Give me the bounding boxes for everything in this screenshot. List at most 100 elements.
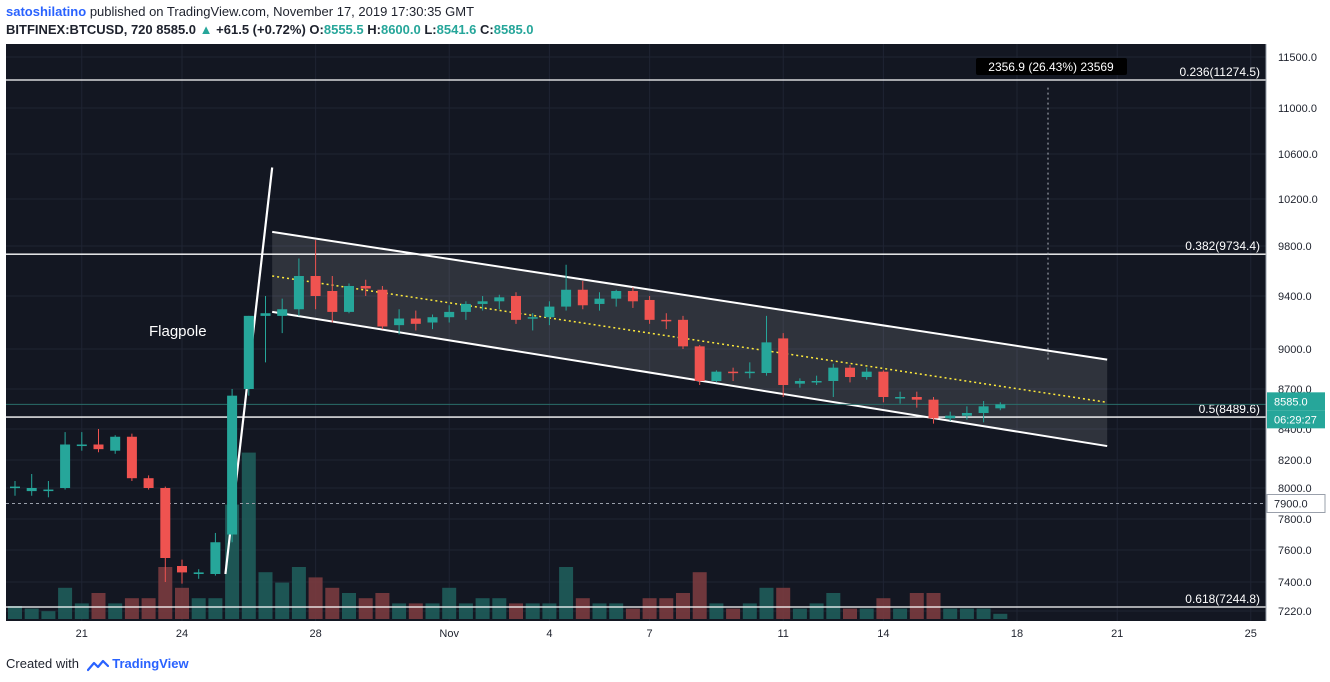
volume-bar <box>943 608 958 619</box>
last-price: 8585.0 <box>156 22 197 37</box>
volume-bar <box>676 593 690 619</box>
publish-line: satoshilatino published on TradingView.c… <box>6 4 474 19</box>
candle-body <box>845 367 855 377</box>
low-label: L: <box>424 22 437 37</box>
candle-body <box>895 397 906 399</box>
volume-bar <box>141 598 156 619</box>
volume-bar <box>559 567 574 619</box>
volume-bar <box>275 582 290 619</box>
volume-bar <box>926 593 941 619</box>
candle-body <box>327 291 338 312</box>
volume-bar <box>893 608 908 619</box>
volume-bar <box>759 587 774 619</box>
candle-body <box>494 297 505 302</box>
y-tick-label: 9000.0 <box>1278 344 1312 356</box>
volume-bar <box>659 598 674 619</box>
x-tick-label: 21 <box>1111 628 1123 640</box>
tradingview-logo-icon <box>86 659 109 671</box>
candle-body <box>945 415 956 419</box>
countdown-badge-bg <box>1267 410 1325 429</box>
x-tick-label: 28 <box>309 628 321 640</box>
candle-body <box>995 404 1006 409</box>
volume-bar <box>408 603 423 619</box>
candle-body <box>527 317 538 319</box>
x-tick-label: 25 <box>1245 628 1257 640</box>
candle-body <box>961 413 972 416</box>
open-value: 8555.5 <box>323 22 364 37</box>
candle-body <box>577 289 588 306</box>
author-link[interactable]: satoshilatino <box>6 4 87 19</box>
volume-bar <box>492 598 507 619</box>
volume-bar <box>525 603 540 619</box>
candle-body <box>60 444 71 488</box>
y-tick-label: 7800.0 <box>1278 514 1312 526</box>
candle-body <box>644 299 655 320</box>
published-text: published on TradingView.com, November 1… <box>89 4 475 19</box>
candle-body <box>711 371 722 381</box>
volume-bar <box>776 587 791 619</box>
volume-bar <box>959 608 974 619</box>
volume-bar <box>442 587 457 619</box>
candle-body <box>627 291 638 302</box>
candle-body <box>160 488 171 558</box>
price-axis-background <box>1266 44 1330 621</box>
candle-body <box>277 309 288 316</box>
x-tick-label: Nov <box>439 628 459 640</box>
candle-body <box>394 318 405 326</box>
candle-body <box>878 371 889 397</box>
fib-label: 0.5(8489.6) <box>1199 402 1260 416</box>
y-tick-label: 9400.0 <box>1278 291 1312 303</box>
x-tick-label: 7 <box>647 628 653 640</box>
y-tick-label: 7600.0 <box>1278 545 1312 557</box>
measure-box <box>976 58 1127 75</box>
candle-body <box>611 291 622 299</box>
x-tick-label: 24 <box>176 628 188 640</box>
up-arrow-icon: ▲ <box>199 22 213 37</box>
candle-body <box>110 436 121 451</box>
candle-body <box>344 286 354 312</box>
candle-body <box>43 489 54 492</box>
price-chart[interactable]: 0.236(11274.5) 0.382(9734.4) 0.5(8489.6) 0.… <box>0 44 1330 652</box>
candle-body <box>978 406 989 413</box>
volume-bar <box>425 603 440 619</box>
y-tick-label: 10600.0 <box>1278 149 1318 161</box>
high-label: H: <box>367 22 381 37</box>
volume-bar <box>792 608 807 619</box>
candle-body <box>694 346 705 381</box>
flagpole-label: Flagpole <box>149 323 207 340</box>
y-tick-label: 9800.0 <box>1278 241 1312 253</box>
volume-bar <box>609 603 624 619</box>
volume-bar <box>41 611 56 619</box>
volume-bar <box>726 608 741 619</box>
candle-body <box>811 381 822 383</box>
created-with-text: Created with <box>6 656 79 671</box>
candle-body <box>26 488 37 492</box>
candle-body <box>177 566 187 573</box>
candle-body <box>661 319 672 322</box>
close-label: C: <box>480 22 494 37</box>
volume-bar <box>124 598 139 619</box>
candle-body <box>460 303 471 312</box>
candle-body <box>377 289 388 327</box>
volume-bar <box>74 603 89 619</box>
y-tick-label: 8200.0 <box>1278 455 1312 467</box>
x-tick-label: 21 <box>76 628 88 640</box>
crosshair-badge-bg <box>1267 494 1325 513</box>
time-axis-background <box>6 621 1266 647</box>
volume-bar <box>475 598 490 619</box>
tradingview-link[interactable]: TradingView <box>112 656 189 671</box>
volume-bar <box>358 598 373 619</box>
volume-bar <box>742 603 757 619</box>
symbol-line: BITFINEX:BTCUSD, 720 8585.0 ▲ +61.5 (+0.… <box>6 22 534 37</box>
candle-body <box>728 371 739 374</box>
volume-bar <box>625 608 640 619</box>
volume-bar <box>191 598 206 619</box>
channel-upper-line <box>272 230 1108 361</box>
volume-bar <box>342 593 356 619</box>
channel-fill <box>272 231 1108 447</box>
candle-body <box>544 306 555 318</box>
y-tick-label: 8000.0 <box>1278 483 1312 495</box>
countdown-badge: 06:29:27 <box>1274 414 1317 426</box>
candle-body <box>410 318 421 324</box>
candle-body <box>911 397 922 400</box>
